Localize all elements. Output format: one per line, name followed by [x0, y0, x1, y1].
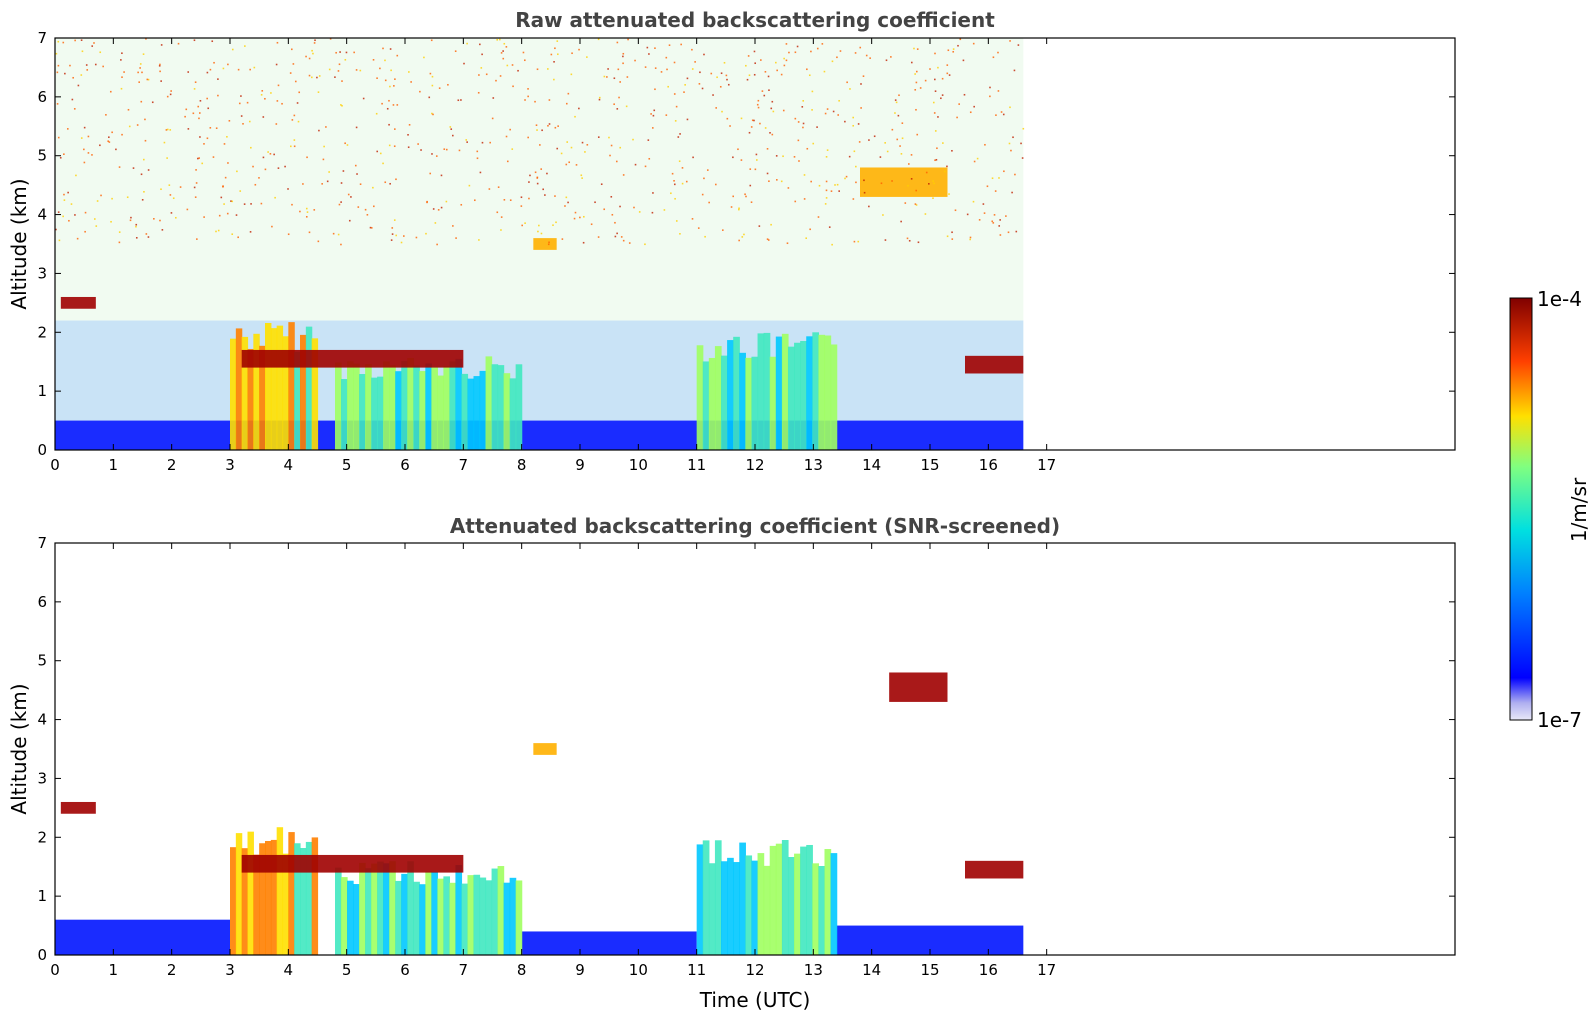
x-tick-label: 14 — [862, 456, 881, 474]
x-tick-label: 4 — [284, 961, 294, 979]
heatmap-feature-boundary-layer — [55, 919, 230, 955]
colorbar-min-label: 1e-7 — [1537, 708, 1582, 732]
chart-title: Attenuated backscattering coefficient (S… — [450, 514, 1060, 538]
y-axis-label: Altitude (km) — [7, 683, 31, 814]
x-axis: 0 1 2 3 4 5 6 7 8 9 10 11 12 13 14 15 16 17 — [50, 38, 1056, 474]
colorbar-max-label: 1e-4 — [1537, 287, 1582, 311]
x-tick-label: 1 — [109, 456, 119, 474]
x-tick-label: 16 — [979, 961, 998, 979]
x-tick-label: 12 — [745, 456, 764, 474]
y-tick-label: 5 — [37, 652, 47, 670]
heatmap-feature-cloud — [60, 801, 96, 814]
heatmap-feature-boundary-layer — [55, 420, 1024, 450]
x-tick-label: 8 — [517, 456, 527, 474]
heatmap-feature-aerosol-layer — [335, 356, 523, 450]
x-axis: 0 1 2 3 4 5 6 7 8 9 10 11 12 13 14 15 16 17 — [50, 543, 1056, 979]
x-tick-label: 6 — [400, 456, 410, 474]
x-tick-label: 3 — [225, 456, 235, 474]
x-tick-label: 2 — [167, 961, 177, 979]
y-tick-label: 0 — [37, 946, 47, 964]
heatmap-feature-aerosol-layer — [696, 840, 838, 955]
x-tick-label: 4 — [284, 456, 294, 474]
y-tick-label: 5 — [37, 147, 47, 165]
y-tick-label: 7 — [37, 29, 47, 47]
x-tick-label: 7 — [459, 456, 469, 474]
x-tick-label: 17 — [1037, 456, 1056, 474]
y-axis: 0 1 2 3 4 5 6 7 — [37, 534, 1455, 964]
y-axis: 0 1 2 3 4 5 6 7 — [37, 29, 1455, 459]
x-tick-label: 0 — [50, 456, 60, 474]
heatmap-feature-cloud — [533, 743, 557, 755]
y-tick-label: 2 — [37, 828, 47, 846]
colorbar-unit-label: 1/m/sr — [1567, 477, 1591, 542]
x-tick-label: 10 — [629, 961, 648, 979]
chart-title: Raw attenuated backscattering coefficien… — [515, 8, 995, 32]
x-tick-label: 10 — [629, 456, 648, 474]
heatmap-feature-cloud-layer — [241, 349, 464, 368]
panel-raw: Raw attenuated backscattering coefficien… — [7, 8, 1456, 474]
panel-screened: Attenuated backscattering coefficient (S… — [7, 514, 1456, 1012]
y-tick-label: 7 — [37, 534, 47, 552]
x-tick-label: 13 — [804, 456, 823, 474]
noise-background — [55, 320, 1024, 421]
x-tick-label: 0 — [50, 961, 60, 979]
heatmap-feature-aerosol-layer — [696, 332, 838, 450]
colorbar: 1e-4 1e-7 1/m/sr — [1509, 287, 1591, 732]
y-axis-label: Altitude (km) — [7, 178, 31, 309]
y-tick-label: 1 — [37, 382, 47, 400]
x-tick-label: 9 — [575, 961, 585, 979]
x-tick-label: 6 — [400, 961, 410, 979]
x-tick-label: 8 — [517, 961, 527, 979]
x-tick-label: 1 — [109, 961, 119, 979]
y-tick-label: 3 — [37, 769, 47, 787]
heatmap-feature-cloud — [60, 296, 96, 309]
y-tick-label: 3 — [37, 264, 47, 282]
x-tick-label: 11 — [687, 961, 706, 979]
heatmap-plot-area — [55, 672, 1024, 955]
y-tick-label: 0 — [37, 441, 47, 459]
x-tick-label: 7 — [459, 961, 469, 979]
y-tick-label: 2 — [37, 323, 47, 341]
x-tick-label: 9 — [575, 456, 585, 474]
y-tick-label: 4 — [37, 711, 47, 729]
heatmap-plot-area — [55, 38, 1025, 450]
y-tick-label: 4 — [37, 206, 47, 224]
x-tick-label: 17 — [1037, 961, 1056, 979]
x-axis-label: Time (UTC) — [699, 988, 811, 1012]
x-tick-label: 11 — [687, 456, 706, 474]
y-tick-label: 6 — [37, 593, 47, 611]
x-tick-label: 12 — [745, 961, 764, 979]
x-tick-label: 14 — [862, 961, 881, 979]
x-tick-label: 13 — [804, 961, 823, 979]
x-tick-label: 15 — [920, 456, 939, 474]
colorbar-gradient — [1509, 297, 1533, 721]
heatmap-feature-cloud-layer — [241, 854, 464, 873]
heatmap-feature-cloud — [965, 355, 1024, 374]
heatmap-feature-boundary-layer — [521, 931, 697, 955]
heatmap-feature-aerosol-layer — [335, 861, 523, 955]
heatmap-feature-cloud — [889, 672, 948, 702]
y-tick-label: 6 — [37, 88, 47, 106]
x-tick-label: 5 — [342, 961, 352, 979]
heatmap-feature-cloud — [965, 860, 1024, 879]
heatmap-feature-cloud — [533, 238, 557, 250]
heatmap-feature-aerosol-layer — [230, 322, 319, 450]
heatmap-feature-noise — [55, 38, 1025, 246]
x-tick-label: 5 — [342, 456, 352, 474]
x-tick-label: 15 — [920, 961, 939, 979]
x-tick-label: 3 — [225, 961, 235, 979]
x-tick-label: 16 — [979, 456, 998, 474]
heatmap-feature-aerosol-layer — [230, 827, 319, 955]
x-tick-label: 2 — [167, 456, 177, 474]
y-tick-label: 1 — [37, 887, 47, 905]
heatmap-feature-cloud — [860, 167, 948, 197]
